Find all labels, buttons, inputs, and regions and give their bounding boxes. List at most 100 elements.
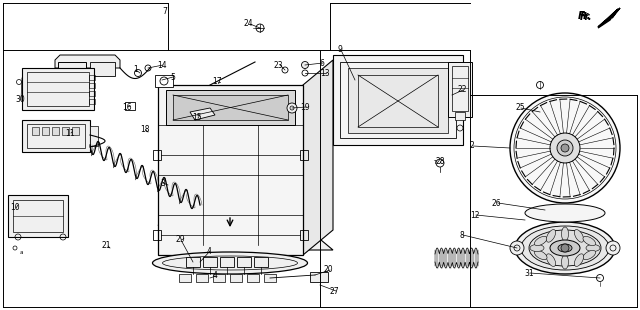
Text: 15: 15: [192, 113, 202, 122]
Bar: [58, 62, 86, 80]
Bar: [220, 257, 234, 267]
Bar: [166, 90, 295, 125]
Text: 4: 4: [207, 246, 212, 255]
Bar: [22, 120, 90, 152]
Bar: [72, 127, 79, 135]
Ellipse shape: [534, 236, 547, 246]
Bar: [125, 102, 135, 110]
Bar: [455, 112, 465, 120]
Text: 12: 12: [470, 210, 479, 219]
Bar: [310, 272, 328, 282]
Text: 3: 3: [160, 179, 165, 188]
Text: Fr.: Fr.: [578, 11, 591, 21]
Text: Fr.: Fr.: [580, 12, 593, 22]
Circle shape: [301, 61, 308, 69]
Ellipse shape: [550, 240, 580, 256]
Bar: [27, 72, 89, 106]
Text: a: a: [20, 250, 24, 255]
Bar: [452, 66, 468, 111]
Text: 2: 2: [470, 141, 475, 150]
Text: 31: 31: [524, 268, 534, 277]
Text: 24: 24: [244, 20, 253, 29]
Bar: [62, 127, 69, 135]
Bar: [153, 230, 161, 240]
Text: 23: 23: [274, 60, 284, 69]
Ellipse shape: [574, 230, 584, 242]
Ellipse shape: [515, 222, 615, 274]
Polygon shape: [190, 108, 215, 120]
Bar: [89, 99, 95, 104]
Polygon shape: [598, 9, 618, 27]
Bar: [155, 75, 173, 87]
Ellipse shape: [530, 245, 544, 251]
Bar: [89, 83, 95, 88]
Bar: [358, 75, 438, 127]
Bar: [264, 274, 276, 282]
Ellipse shape: [521, 226, 609, 270]
Bar: [230, 274, 242, 282]
Text: 11: 11: [65, 129, 74, 138]
Text: 27: 27: [330, 286, 340, 295]
Text: 25: 25: [515, 104, 525, 113]
Text: 5: 5: [170, 73, 175, 82]
Ellipse shape: [561, 227, 568, 241]
Text: 1: 1: [133, 65, 138, 74]
Text: 29: 29: [175, 236, 184, 245]
Bar: [237, 257, 251, 267]
Bar: [247, 274, 259, 282]
Bar: [448, 62, 472, 117]
Polygon shape: [158, 225, 333, 250]
Bar: [340, 62, 456, 138]
Text: 21: 21: [102, 241, 111, 250]
Circle shape: [561, 144, 569, 152]
Text: 14: 14: [157, 60, 166, 69]
Text: 19: 19: [300, 103, 310, 112]
Ellipse shape: [547, 230, 556, 242]
Bar: [90, 126, 98, 146]
Circle shape: [256, 24, 264, 32]
Bar: [42, 127, 49, 135]
Text: 4: 4: [213, 272, 218, 281]
Text: 20: 20: [324, 265, 333, 274]
Bar: [213, 274, 225, 282]
Circle shape: [510, 241, 524, 255]
Circle shape: [557, 140, 573, 156]
Text: 30: 30: [15, 95, 25, 104]
Polygon shape: [303, 60, 333, 255]
Ellipse shape: [561, 255, 568, 269]
Text: 8: 8: [460, 231, 465, 240]
Circle shape: [287, 103, 297, 113]
Bar: [203, 257, 217, 267]
Bar: [52, 127, 59, 135]
Ellipse shape: [534, 250, 547, 260]
Polygon shape: [598, 8, 620, 28]
Circle shape: [606, 241, 620, 255]
Text: 6: 6: [320, 59, 325, 68]
Text: 13: 13: [320, 69, 330, 78]
Ellipse shape: [574, 254, 584, 266]
Text: 17: 17: [212, 78, 221, 86]
Bar: [300, 150, 308, 160]
Bar: [196, 274, 208, 282]
Polygon shape: [55, 55, 120, 68]
Bar: [300, 230, 308, 240]
Ellipse shape: [558, 244, 572, 252]
Text: 9: 9: [338, 46, 343, 55]
Text: 10: 10: [10, 203, 20, 212]
Bar: [333, 55, 463, 145]
Circle shape: [550, 133, 580, 163]
Bar: [153, 150, 161, 160]
Bar: [8, 195, 68, 237]
Polygon shape: [600, 10, 618, 26]
Bar: [22, 68, 94, 110]
Text: 28: 28: [435, 157, 445, 166]
Text: 16: 16: [122, 103, 132, 112]
Bar: [90, 62, 115, 76]
Bar: [89, 75, 95, 80]
Text: 18: 18: [140, 126, 150, 135]
Bar: [186, 257, 200, 267]
Bar: [348, 68, 448, 133]
Bar: [27, 124, 85, 148]
Ellipse shape: [525, 204, 605, 222]
Ellipse shape: [529, 230, 601, 266]
